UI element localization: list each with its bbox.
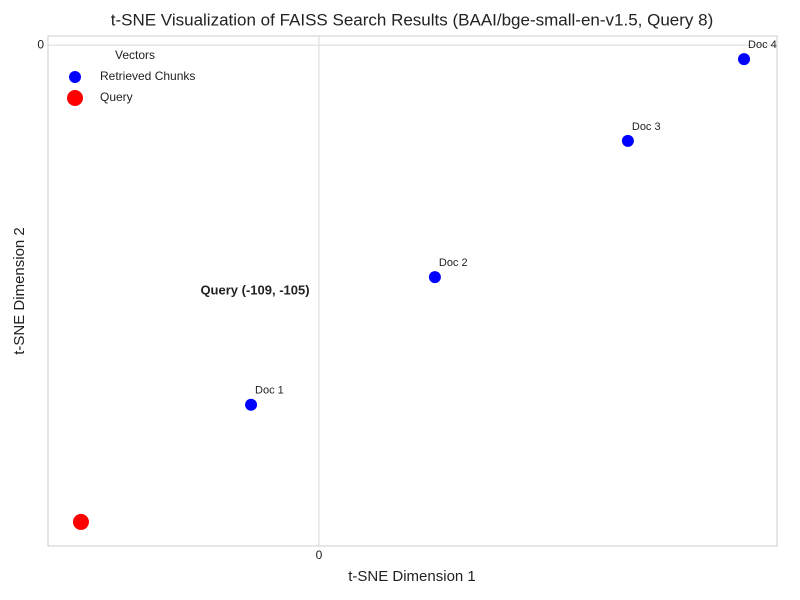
data-point (72, 513, 89, 530)
chart-title: t-SNE Visualization of FAISS Search Resu… (111, 10, 714, 29)
point-label: Doc 3 (632, 121, 661, 133)
annotation: Query (-109, -105) (200, 282, 309, 297)
y-axis-label: t-SNE Dimension 2 (11, 227, 28, 355)
legend-title: Vectors (115, 48, 155, 62)
x-tick-label: 0 (316, 548, 323, 562)
point-label: Doc 2 (439, 257, 468, 269)
data-point (245, 398, 258, 411)
legend-marker (67, 90, 83, 106)
point-label: Doc 1 (255, 385, 284, 397)
data-point (621, 134, 634, 147)
plot-frame (47, 35, 778, 547)
point-label: Doc 4 (748, 39, 777, 51)
x-axis-label: t-SNE Dimension 1 (348, 568, 476, 585)
legend-label: Retrieved Chunks (100, 69, 195, 83)
data-point (428, 271, 441, 284)
legend-marker (69, 71, 81, 83)
y-tick-label: 0 (37, 37, 44, 51)
data-point (738, 53, 751, 66)
legend-label: Query (100, 90, 133, 104)
